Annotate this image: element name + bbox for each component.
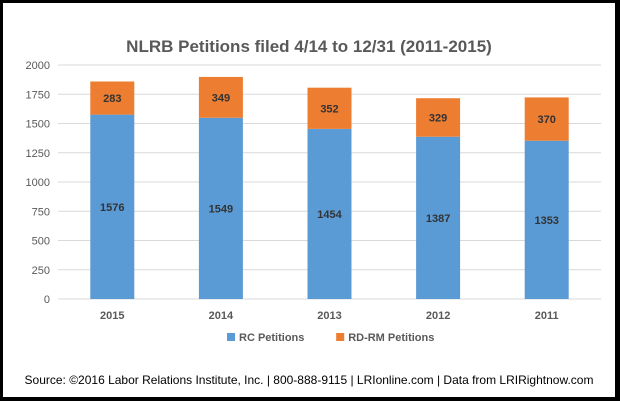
stacked-bar-chart: 0 250 500 750 1000 1250 1500 1750 2000 1576 283 201… (26, 60, 601, 344)
bar-segment (524, 97, 569, 141)
bar-segment (198, 76, 243, 118)
y-tick-label: 1250 (26, 148, 50, 160)
bar-segment (198, 117, 243, 299)
x-tick-label: 2015 (100, 310, 124, 322)
y-tick-label: 1500 (26, 119, 50, 131)
data-label: 1576 (100, 202, 124, 214)
x-tick-label: 2014 (209, 310, 234, 322)
y-tick-label: 500 (32, 236, 50, 248)
bar-segment (307, 128, 352, 299)
x-tick-label: 2013 (317, 310, 341, 322)
source-footer: Source: ©2016 Labor Relations Institute,… (24, 373, 594, 387)
data-label: 1353 (534, 215, 558, 227)
y-tick-label: 250 (32, 265, 50, 277)
bar-segment (416, 98, 461, 137)
legend-entry: RD-RM Petitions (348, 332, 434, 344)
data-label: 329 (429, 112, 447, 124)
data-label: 370 (538, 114, 556, 126)
bar-segment (524, 140, 569, 299)
bar-segment (90, 114, 135, 299)
y-tick-label: 1750 (26, 89, 50, 101)
data-label: 1454 (317, 209, 342, 221)
legend-swatch (227, 333, 235, 341)
bar-segment (416, 136, 461, 299)
y-tick-label: 2000 (26, 60, 50, 72)
y-tick-label: 750 (32, 206, 50, 218)
y-tick-label: 0 (44, 294, 50, 306)
bar-segment (307, 87, 352, 129)
data-label: 1549 (209, 203, 233, 215)
data-label: 1387 (426, 213, 450, 225)
legend-entry: RC Petitions (239, 332, 304, 344)
x-tick-label: 2011 (535, 310, 559, 322)
data-label: 352 (320, 103, 338, 115)
legend-swatch (336, 333, 345, 341)
y-tick-label: 1000 (26, 177, 50, 189)
x-tick-label: 2012 (426, 310, 450, 322)
data-label: 283 (103, 93, 121, 105)
bar-segment (90, 81, 135, 115)
data-label: 349 (212, 92, 230, 104)
chart-frame: NLRB Petitions filed 4/14 to 12/31 (2011… (3, 3, 615, 397)
chart-title: NLRB Petitions filed 4/14 to 12/31 (2011… (126, 37, 492, 56)
